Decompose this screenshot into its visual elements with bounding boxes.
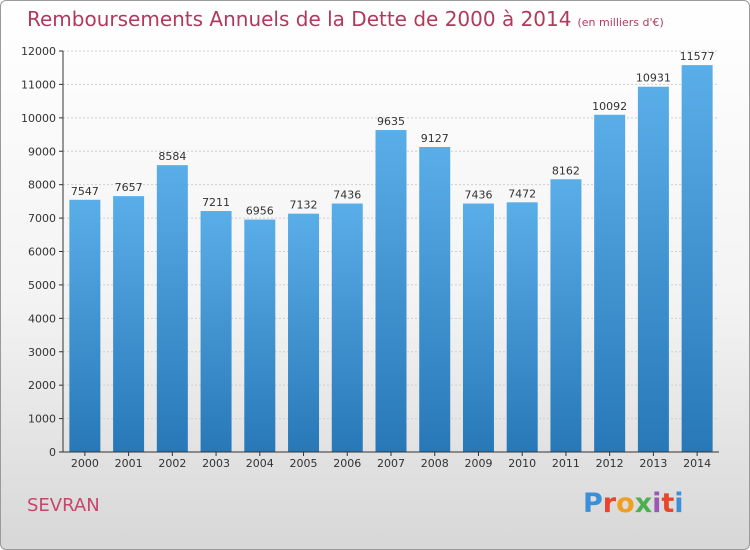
value-label-2009: 7436 — [464, 189, 492, 202]
bar-2005[interactable] — [288, 213, 320, 452]
logo-letter: P — [583, 488, 603, 519]
value-label-2010: 7472 — [508, 187, 536, 200]
x-tick-label-2004: 2004 — [246, 457, 274, 470]
x-tick-label-2010: 2010 — [508, 457, 536, 470]
value-label-2012: 10092 — [592, 100, 627, 113]
proxiti-logo[interactable]: Proxiti — [583, 488, 684, 519]
value-label-2005: 7132 — [290, 199, 318, 212]
axes: 0 1000 2000 3000 4000 5000 6000 7000 8000 9000 100… — [21, 45, 719, 470]
value-label-2006: 7436 — [333, 189, 361, 202]
y-tick-label: 2000 — [28, 379, 56, 392]
x-tick-label-2001: 2001 — [115, 457, 143, 470]
value-label-2007: 9635 — [377, 115, 405, 128]
bar-2006[interactable] — [331, 203, 363, 452]
city-label: SEVRAN — [27, 495, 100, 516]
y-tick-label: 3000 — [28, 346, 56, 359]
bars: 7547 7657 8584 7211 6956 7132 7436 9635 9127 7436… — [69, 50, 715, 453]
logo-letter: i — [652, 488, 662, 519]
bar-2010[interactable] — [506, 202, 538, 452]
logo-letter: x — [634, 488, 653, 519]
x-tick-label-2006: 2006 — [333, 457, 361, 470]
x-tick-label-2013: 2013 — [639, 457, 667, 470]
y-tick-label: 7000 — [28, 212, 56, 225]
title-text: Remboursements Annuels de la Dette de 20… — [27, 7, 572, 31]
bar-2009[interactable] — [462, 203, 494, 452]
bar-2012[interactable] — [594, 114, 626, 452]
y-tick-label: 1000 — [28, 413, 56, 426]
y-tick-label: 9000 — [28, 145, 56, 158]
x-tick-label-2005: 2005 — [290, 457, 318, 470]
bar-2004[interactable] — [244, 219, 276, 452]
y-tick-label: 11000 — [21, 78, 56, 91]
x-tick-label-2014: 2014 — [683, 457, 711, 470]
logo-letter: o — [616, 488, 635, 519]
x-tick-label-2008: 2008 — [421, 457, 449, 470]
value-label-2008: 9127 — [421, 132, 449, 145]
x-tick-label-2011: 2011 — [552, 457, 580, 470]
bar-2007[interactable] — [375, 130, 407, 453]
logo-letter: i — [674, 488, 684, 519]
y-tick-label: 6000 — [28, 246, 56, 259]
value-label-2003: 7211 — [202, 196, 230, 209]
y-tick-label: 4000 — [28, 312, 56, 325]
bar-2013[interactable] — [637, 86, 669, 453]
value-label-2004: 6956 — [246, 205, 274, 218]
x-tick-label-2003: 2003 — [202, 457, 230, 470]
x-tick-label-2009: 2009 — [464, 457, 492, 470]
value-label-2001: 7657 — [115, 181, 143, 194]
y-tick-label: 5000 — [28, 279, 56, 292]
x-tick-label-2002: 2002 — [158, 457, 186, 470]
x-tick-label-2012: 2012 — [596, 457, 624, 470]
bar-2001[interactable] — [113, 196, 145, 452]
value-label-2000: 7547 — [71, 185, 99, 198]
bar-2011[interactable] — [550, 179, 582, 452]
logo-letter: t — [661, 488, 675, 519]
value-label-2013: 10931 — [636, 72, 671, 85]
unit-label: (en milliers d'€) — [577, 16, 664, 29]
value-label-2011: 8162 — [552, 164, 580, 177]
bar-2003[interactable] — [200, 211, 232, 452]
bar-2008[interactable] — [419, 147, 451, 452]
value-label-2002: 8584 — [158, 150, 186, 163]
value-label-2014: 11577 — [680, 50, 715, 63]
x-tick-label-2007: 2007 — [377, 457, 405, 470]
bar-2014[interactable] — [681, 65, 713, 452]
y-tick-label: 0 — [49, 446, 56, 459]
y-tick-label: 8000 — [28, 179, 56, 192]
y-tick-label: 12000 — [21, 45, 56, 58]
chart-title: Remboursements Annuels de la Dette de 20… — [27, 7, 664, 31]
bar-2000[interactable] — [69, 199, 101, 452]
y-tick-label: 10000 — [21, 112, 56, 125]
x-tick-label-2000: 2000 — [71, 457, 99, 470]
logo-letter: r — [602, 488, 617, 519]
bar-2002[interactable] — [156, 165, 188, 452]
